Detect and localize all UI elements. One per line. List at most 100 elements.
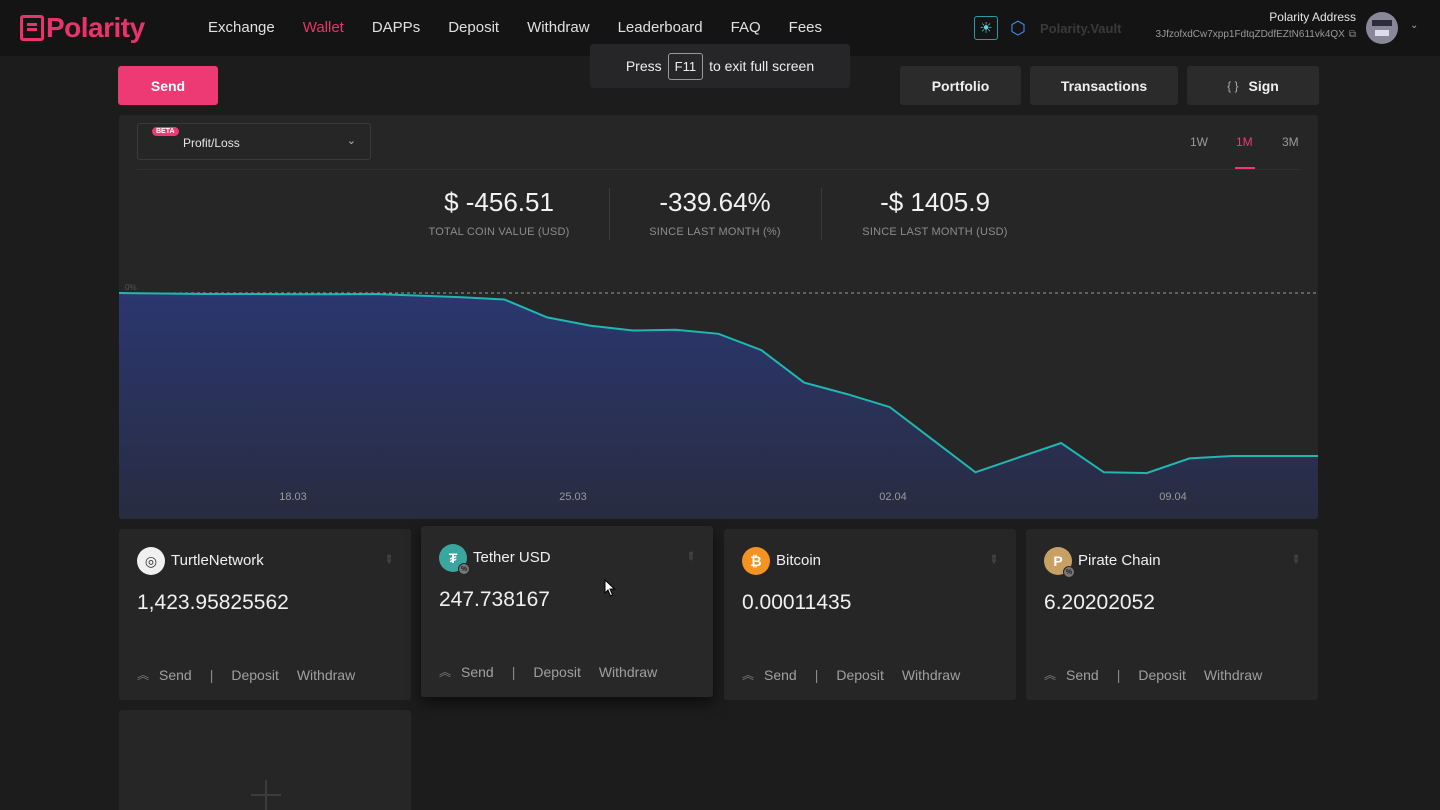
- action-separator: |: [814, 666, 819, 683]
- send-arrow-icon: ︽: [439, 665, 452, 679]
- coin-card-pirate-chain[interactable]: P% Pirate Chain ✎ 6.20202052 ︽ Send | De…: [1026, 529, 1318, 700]
- coin-card-bitcoin[interactable]: ₿ Bitcoin ✎ 0.00011435 ︽ Send | Deposit …: [724, 529, 1016, 700]
- coin-name: Tether USD: [473, 549, 551, 566]
- address-title: Polarity Address: [1269, 10, 1356, 24]
- nav-fees[interactable]: Fees: [788, 19, 823, 36]
- turtle-icon: ◎: [137, 547, 165, 575]
- beta-badge: BETA: [152, 127, 179, 136]
- action-separator: |: [209, 666, 214, 683]
- chart-area-fill: [119, 293, 1318, 519]
- stat-month-percent: -339.64% SINCE LAST MONTH (%): [635, 187, 795, 238]
- profit-loss-panel: 0% 18.03 25.03 02.04 09.04 BETA Profit/Loss …: [119, 115, 1318, 519]
- vault-label[interactable]: Polarity.Vault: [1040, 20, 1122, 36]
- series-line: [119, 292, 1318, 475]
- polarity-logo-icon: [20, 15, 44, 41]
- address-block: Polarity Address 3JfzofxdCw7xpp1FdtqZDdf…: [1156, 10, 1356, 40]
- range-1w[interactable]: 1W: [1190, 135, 1208, 149]
- action-separator: |: [511, 663, 516, 680]
- coin-deposit-link[interactable]: Deposit: [231, 666, 279, 683]
- nav-faq[interactable]: FAQ: [730, 19, 761, 36]
- panel-divider: [137, 169, 1300, 170]
- coin-send-link[interactable]: Send: [159, 666, 192, 683]
- coin-name: TurtleNetwork: [171, 552, 264, 569]
- coin-deposit-link[interactable]: Deposit: [533, 663, 581, 680]
- coin-balance: 6.20202052: [1044, 591, 1155, 614]
- coin-name: Bitcoin: [776, 552, 822, 569]
- x-tick-label: 18.03: [279, 491, 307, 503]
- toast-press: Press: [625, 58, 662, 74]
- pirate-icon: P%: [1044, 547, 1075, 578]
- mouse-cursor-icon: [604, 579, 616, 597]
- chart-type-select[interactable]: BETA Profit/Loss ⌄: [137, 123, 371, 160]
- coin-withdraw-link[interactable]: Withdraw: [901, 666, 961, 683]
- add-coin-card[interactable]: [119, 710, 411, 810]
- tether-icon: ₮%: [439, 544, 470, 575]
- coin-balance: 247.738167: [439, 588, 550, 611]
- range-1m[interactable]: 1M: [1236, 135, 1253, 149]
- main-nav: Exchange Wallet DAPPs Deposit Withdraw L…: [208, 18, 850, 38]
- coin-send-link[interactable]: Send: [1066, 666, 1099, 683]
- stat-value: -339.64%: [659, 187, 771, 217]
- send-button[interactable]: Send: [118, 66, 218, 105]
- stat-month-usd: -$ 1405.9 SINCE LAST MONTH (USD): [847, 187, 1023, 238]
- pin-icon[interactable]: ✎: [985, 552, 1001, 568]
- coin-actions: ︽ Send | Deposit Withdraw: [742, 666, 960, 683]
- chevron-down-icon[interactable]: ⌄: [1410, 20, 1419, 31]
- pin-icon[interactable]: ✎: [380, 552, 396, 568]
- nav-deposit[interactable]: Deposit: [448, 19, 500, 36]
- wrapped-badge-icon: %: [458, 563, 470, 575]
- range-3m[interactable]: 3M: [1282, 135, 1299, 149]
- pin-icon[interactable]: ✎: [1287, 552, 1303, 568]
- nav-exchange[interactable]: Exchange: [208, 19, 275, 36]
- stat-label: TOTAL COIN VALUE (USD): [428, 226, 570, 238]
- coin-actions: ︽ Send | Deposit Withdraw: [439, 663, 657, 680]
- vault-icon[interactable]: ⬡: [1010, 18, 1026, 38]
- coin-card-tether[interactable]: ₮% Tether USD ✎ 247.738167 ︽ Send | Depo…: [421, 526, 713, 697]
- coin-withdraw-link[interactable]: Withdraw: [1203, 666, 1263, 683]
- stat-divider: [821, 188, 822, 240]
- coin-card-turtlenetwork[interactable]: ◎ TurtleNetwork ✎ 1,423.95825562 ︽ Send …: [119, 529, 411, 700]
- stat-label: SINCE LAST MONTH (%): [649, 226, 781, 238]
- toast-key: F11: [667, 52, 704, 80]
- stat-value: -$ 1405.9: [880, 187, 990, 217]
- coin-send-link[interactable]: Send: [764, 666, 797, 683]
- coin-withdraw-link[interactable]: Withdraw: [598, 663, 658, 680]
- toast-rest: to exit full screen: [709, 58, 815, 74]
- coin-balance: 1,423.95825562: [137, 591, 289, 614]
- plus-icon: [251, 780, 281, 810]
- nav-dapps[interactable]: DAPPs: [371, 19, 421, 36]
- nav-wallet[interactable]: Wallet: [302, 19, 344, 36]
- coin-send-link[interactable]: Send: [461, 663, 494, 680]
- copy-icon[interactable]: ⧉: [1348, 29, 1356, 40]
- chart-type-label: Profit/Loss: [183, 136, 240, 150]
- nav-leaderboard[interactable]: Leaderboard: [617, 19, 703, 36]
- nav-withdraw[interactable]: Withdraw: [527, 19, 590, 36]
- coin-deposit-link[interactable]: Deposit: [1138, 666, 1186, 683]
- polarity-logo[interactable]: Polarity: [20, 13, 145, 43]
- header-icons: ☀ ⬡ Polarity.Vault: [974, 16, 1121, 40]
- portfolio-button[interactable]: Portfolio: [900, 66, 1021, 105]
- range-active-indicator: [1235, 167, 1255, 169]
- coin-withdraw-link[interactable]: Withdraw: [296, 666, 356, 683]
- x-tick-label: 09.04: [1159, 491, 1187, 503]
- action-separator: |: [1116, 666, 1121, 683]
- pin-icon[interactable]: ✎: [682, 549, 698, 565]
- transactions-button[interactable]: Transactions: [1030, 66, 1178, 105]
- wrapped-badge-icon: %: [1063, 566, 1075, 578]
- x-tick-label: 02.04: [879, 491, 907, 503]
- coin-actions: ︽ Send | Deposit Withdraw: [1044, 666, 1262, 683]
- coin-balance: 0.00011435: [742, 591, 852, 614]
- send-arrow-icon: ︽: [1044, 668, 1057, 682]
- brand-name: Polarity: [46, 12, 145, 43]
- theme-toggle-icon[interactable]: ☀: [974, 16, 998, 40]
- sign-button[interactable]: { } Sign: [1187, 66, 1319, 105]
- send-arrow-icon: ︽: [137, 668, 150, 682]
- stat-value: $ -456.51: [444, 187, 554, 217]
- stat-divider: [609, 188, 610, 240]
- address-value: 3JfzofxdCw7xpp1FdtqZDdfEZtN611vk4QX ⧉: [1155, 29, 1356, 40]
- stat-total-value: $ -456.51 TOTAL COIN VALUE (USD): [419, 187, 579, 238]
- avatar[interactable]: [1366, 12, 1398, 44]
- profit-loss-chart: 0% 18.03 25.03 02.04 09.04: [119, 283, 1318, 519]
- coin-deposit-link[interactable]: Deposit: [836, 666, 884, 683]
- send-arrow-icon: ︽: [742, 668, 755, 682]
